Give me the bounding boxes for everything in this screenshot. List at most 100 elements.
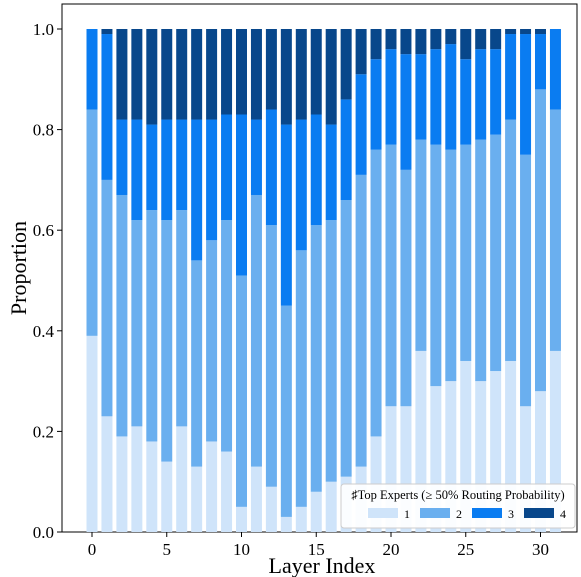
bar-layer-10-series-4 xyxy=(236,29,247,115)
bar-layer-0-series-1 xyxy=(86,335,98,532)
bar-layer-4-series-2 xyxy=(146,210,158,442)
bar-layer-15-series-3 xyxy=(310,114,322,226)
bar-layer-20-series-4 xyxy=(385,29,397,50)
bar-layer-23-series-1 xyxy=(430,386,442,532)
bar-layer-16-series-3 xyxy=(325,124,337,221)
bar-layer-10-series-2 xyxy=(236,275,247,507)
legend-label-1: 1 xyxy=(404,507,410,521)
bar-layer-6-series-4 xyxy=(176,29,188,120)
bar-layer-24-series-2 xyxy=(445,149,457,382)
bar-layer-14-series-1 xyxy=(295,506,307,532)
bar-layer-1-series-1 xyxy=(101,416,113,532)
bar-layer-14-series-2 xyxy=(295,250,307,507)
bar-layer-7-series-2 xyxy=(191,260,203,467)
bar-layer-12-series-3 xyxy=(265,109,277,226)
legend-title: ♯Top Experts (≥ 50% Routing Probability) xyxy=(351,488,564,502)
bar-layer-27-series-3 xyxy=(490,49,502,135)
bars xyxy=(86,29,561,532)
bar-layer-10-series-1 xyxy=(236,506,247,532)
legend-label-3: 3 xyxy=(508,507,514,521)
bar-layer-31-series-1 xyxy=(549,350,561,532)
x-tick-label: 15 xyxy=(308,540,325,559)
bar-layer-3-series-2 xyxy=(131,220,143,427)
bar-layer-19-series-3 xyxy=(370,59,382,150)
bar-layer-11-series-2 xyxy=(250,194,262,467)
legend-label-4: 4 xyxy=(560,507,566,521)
bar-layer-2-series-1 xyxy=(116,436,128,532)
bar-layer-12-series-4 xyxy=(265,29,277,110)
bar-layer-29-series-1 xyxy=(520,406,532,532)
x-axis-title: Layer Index xyxy=(269,553,376,577)
x-tick-label: 10 xyxy=(233,540,250,559)
bar-layer-30-series-1 xyxy=(535,391,546,532)
bar-layer-4-series-4 xyxy=(146,29,158,125)
bar-layer-5-series-1 xyxy=(161,461,173,532)
bar-layer-17-series-2 xyxy=(340,200,352,477)
bar-layer-3-series-1 xyxy=(131,426,143,532)
y-tick-label: 0.4 xyxy=(33,322,55,341)
bar-layer-26-series-1 xyxy=(475,381,487,532)
bar-layer-10-series-3 xyxy=(236,114,247,276)
bar-layer-27-series-2 xyxy=(490,134,502,372)
bar-layer-25-series-2 xyxy=(460,144,472,361)
bar-layer-14-series-4 xyxy=(295,29,307,120)
bar-layer-28-series-3 xyxy=(505,34,517,120)
bar-layer-13-series-2 xyxy=(280,305,292,517)
bar-layer-19-series-4 xyxy=(370,29,382,60)
legend-swatch-1 xyxy=(368,508,398,518)
bar-layer-15-series-2 xyxy=(310,225,322,492)
bar-layer-24-series-1 xyxy=(445,381,457,532)
bar-layer-8-series-3 xyxy=(206,119,218,241)
bar-layer-30-series-2 xyxy=(535,89,546,392)
legend-swatch-4 xyxy=(524,508,554,518)
bar-layer-18-series-4 xyxy=(355,29,367,75)
bar-layer-29-series-2 xyxy=(520,154,532,407)
bar-layer-11-series-1 xyxy=(250,466,262,532)
bar-layer-15-series-1 xyxy=(310,491,322,532)
bar-layer-11-series-4 xyxy=(250,29,262,120)
bar-layer-22-series-2 xyxy=(415,139,427,351)
y-tick-label: 0.0 xyxy=(33,523,54,542)
bar-layer-21-series-3 xyxy=(400,54,412,170)
bar-layer-2-series-4 xyxy=(116,29,128,120)
bar-layer-13-series-1 xyxy=(280,516,292,532)
bar-layer-22-series-4 xyxy=(415,29,427,55)
bar-layer-8-series-1 xyxy=(206,441,218,532)
bar-layer-28-series-4 xyxy=(505,29,517,35)
bar-layer-6-series-2 xyxy=(176,210,188,427)
bar-layer-3-series-3 xyxy=(131,119,143,221)
bar-layer-16-series-2 xyxy=(325,220,337,482)
y-tick-label: 0.6 xyxy=(33,221,54,240)
bar-layer-19-series-2 xyxy=(370,149,382,437)
bar-layer-14-series-3 xyxy=(295,119,307,251)
y-tick-label: 0.2 xyxy=(33,422,54,441)
bar-layer-8-series-4 xyxy=(206,29,218,120)
bar-layer-12-series-1 xyxy=(265,486,277,532)
y-tick-label: 0.8 xyxy=(33,121,54,140)
bar-layer-12-series-2 xyxy=(265,225,277,487)
bar-layer-5-series-3 xyxy=(161,119,173,221)
bar-layer-4-series-1 xyxy=(146,441,158,532)
bar-layer-23-series-2 xyxy=(430,144,442,387)
bar-layer-24-series-4 xyxy=(445,29,457,45)
bar-layer-0-series-2 xyxy=(86,109,98,336)
bar-layer-30-series-3 xyxy=(535,34,546,90)
bar-layer-20-series-3 xyxy=(385,49,397,145)
bar-layer-15-series-4 xyxy=(310,29,322,115)
bar-layer-9-series-2 xyxy=(221,220,233,452)
bar-layer-7-series-3 xyxy=(191,119,203,261)
bar-layer-1-series-4 xyxy=(101,29,113,35)
bar-layer-18-series-3 xyxy=(355,74,367,175)
bar-layer-22-series-3 xyxy=(415,54,427,140)
bar-layer-9-series-4 xyxy=(221,29,233,115)
x-tick-label: 20 xyxy=(383,540,400,559)
bar-layer-21-series-2 xyxy=(400,169,412,407)
bar-layer-4-series-3 xyxy=(146,124,158,211)
bar-layer-31-series-3 xyxy=(549,29,561,110)
legend-box xyxy=(340,483,576,529)
bar-layer-24-series-3 xyxy=(445,44,457,150)
bar-layer-18-series-2 xyxy=(355,174,367,467)
x-tick-label: 25 xyxy=(457,540,474,559)
bar-layer-25-series-3 xyxy=(460,59,472,145)
